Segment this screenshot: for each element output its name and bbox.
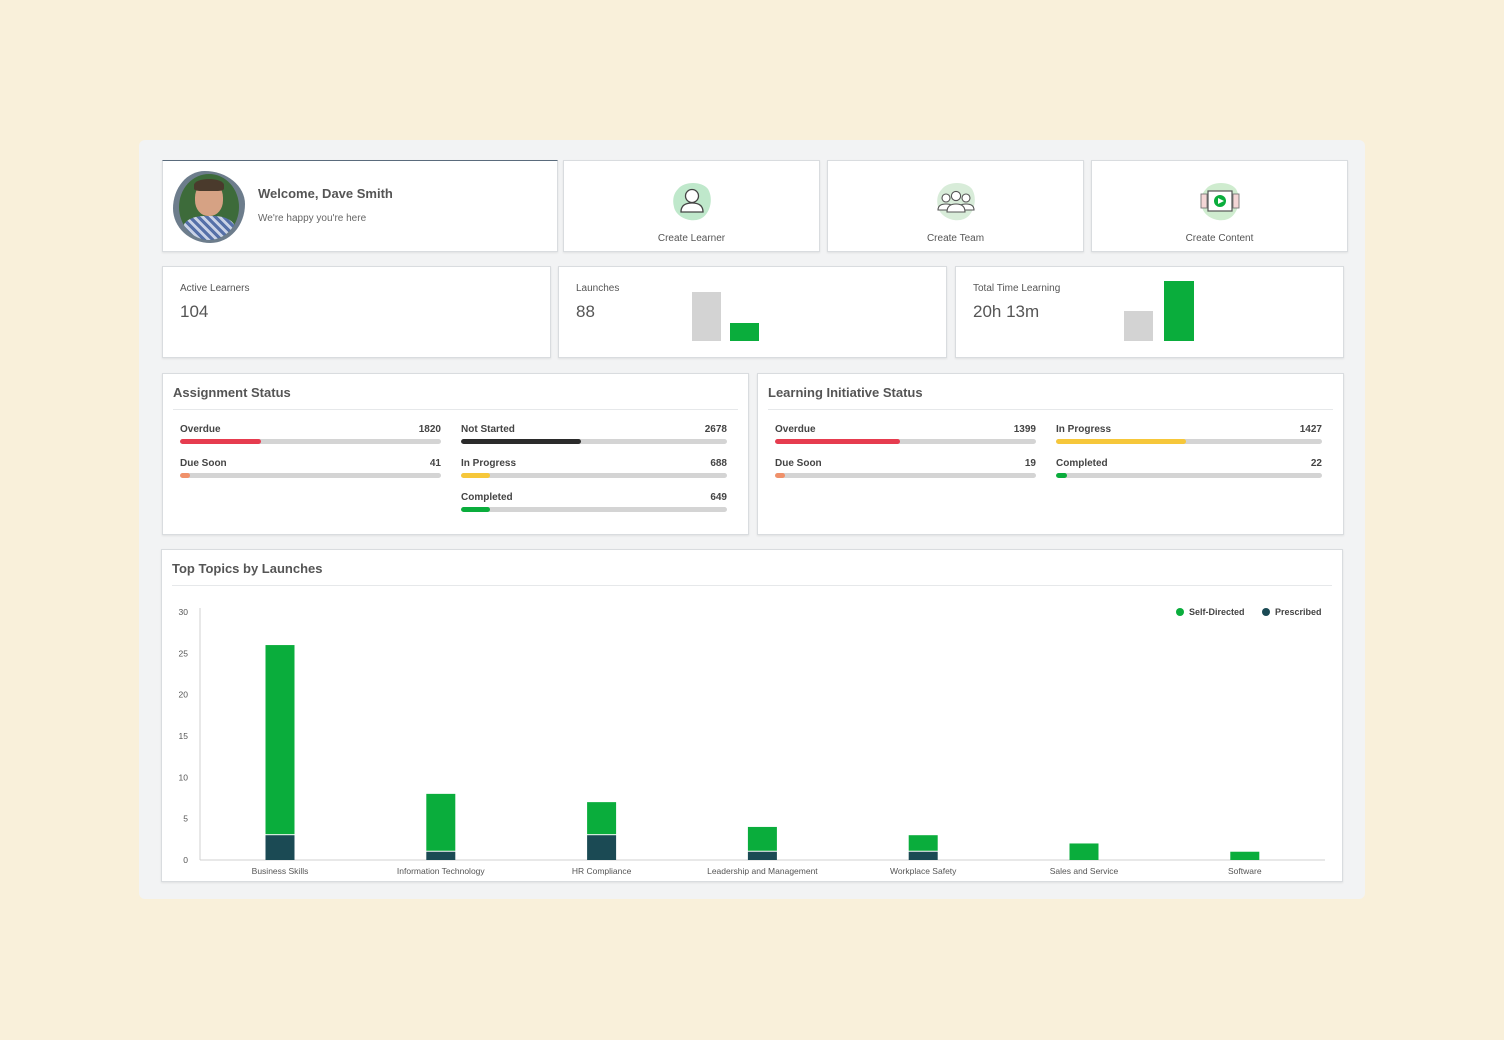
bar-self-directed (908, 835, 938, 851)
bar-self-directed (1069, 843, 1099, 860)
welcome-card: Welcome, Dave Smith We're happy you're h… (162, 160, 558, 252)
launches-card: Launches 88 (558, 266, 947, 358)
x-tick-label: Workplace Safety (890, 866, 957, 876)
progress-fill (461, 473, 491, 478)
bar-self-directed (426, 793, 456, 851)
progress-bar (1056, 473, 1322, 478)
total-time-card: Total Time Learning 20h 13m (955, 266, 1344, 358)
x-tick-label: HR Compliance (572, 866, 632, 876)
assignment-in-progress: In Progress 688 (461, 458, 727, 482)
progress-fill (180, 439, 261, 444)
progress-bar (775, 439, 1036, 444)
initiative-status-card: Learning Initiative Status Overdue 1399 … (757, 373, 1344, 535)
create-team-button[interactable]: Create Team (827, 160, 1084, 252)
progress-bar (1056, 439, 1322, 444)
initiative-due-soon: Due Soon 19 (775, 458, 1036, 482)
bar-prescribed (908, 851, 938, 860)
launches-label: Launches (576, 283, 620, 294)
y-tick-label: 20 (179, 690, 189, 700)
progress-fill (461, 439, 581, 444)
y-tick-label: 30 (179, 607, 189, 617)
top-topics-card: Top Topics by Launches Self-Directed Pre… (161, 549, 1343, 882)
y-tick-label: 15 (179, 731, 189, 741)
team-icon (937, 183, 975, 221)
bar-self-directed (747, 826, 777, 851)
progress-bar (461, 473, 727, 478)
assignment-status-card: Assignment Status Overdue 1820 Due Soon … (162, 373, 749, 535)
total-time-value: 20h 13m (973, 302, 1040, 321)
progress-bar (775, 473, 1036, 478)
legend-self-directed: Self-Directed (1176, 607, 1245, 617)
bar-self-directed (587, 802, 617, 835)
content-icon (1200, 183, 1240, 221)
initiative-in-progress: In Progress 1427 (1056, 424, 1322, 448)
assignment-status-title: Assignment Status (173, 385, 291, 400)
progress-bar (461, 439, 727, 444)
legend-prescribed: Prescribed (1262, 607, 1322, 617)
dashboard-panel: Welcome, Dave Smith We're happy you're h… (139, 140, 1365, 899)
top-topics-chart: 0 5 10 15 20 25 30 Business Skills Information T… (179, 607, 1325, 876)
x-tick-label: Information Technology (397, 866, 485, 876)
active-learners-card: Active Learners 104 (162, 266, 551, 358)
x-tick-label: Business Skills (252, 866, 309, 876)
bar-self-directed (265, 645, 295, 835)
progress-fill (1056, 439, 1187, 444)
y-tick-label: 10 (179, 772, 189, 782)
x-tick-label: Software (1228, 866, 1262, 876)
launches-current-bar (730, 323, 759, 341)
welcome-title: Welcome, Dave Smith (258, 186, 393, 201)
initiative-completed: Completed 22 (1056, 458, 1322, 482)
y-tick-label: 5 (183, 814, 188, 824)
time-previous-bar (1124, 311, 1153, 341)
progress-fill (461, 507, 491, 512)
launches-value: 88 (576, 302, 595, 321)
total-time-label: Total Time Learning (973, 283, 1061, 294)
x-tick-label: Sales and Service (1050, 866, 1119, 876)
create-content-button[interactable]: Create Content (1091, 160, 1348, 252)
avatar (173, 171, 245, 243)
initiative-overdue: Overdue 1399 (775, 424, 1036, 448)
create-learner-button[interactable]: Create Learner (563, 160, 820, 252)
bar-prescribed (747, 851, 777, 860)
assignment-due-soon: Due Soon 41 (180, 458, 441, 482)
assignment-overdue: Overdue 1820 (180, 424, 441, 448)
launches-previous-bar (692, 292, 721, 341)
bar-prescribed (265, 835, 295, 860)
initiative-status-title: Learning Initiative Status (768, 385, 923, 400)
active-learners-value: 104 (180, 302, 209, 321)
chart-title: Top Topics by Launches (172, 561, 323, 576)
progress-fill (775, 439, 901, 444)
progress-fill (180, 473, 191, 478)
create-learner-label: Create Learner (657, 233, 726, 244)
progress-fill (775, 473, 786, 478)
assignment-completed: Completed 649 (461, 492, 727, 516)
progress-bar (180, 439, 441, 444)
bar-prescribed (426, 851, 456, 860)
welcome-subtitle: We're happy you're here (258, 213, 367, 224)
y-tick-label: 0 (183, 855, 188, 865)
create-team-label: Create Team (926, 233, 985, 244)
bar-self-directed (1230, 851, 1260, 860)
progress-fill (1056, 473, 1067, 478)
bar-prescribed (587, 835, 617, 860)
assignment-not-started: Not Started 2678 (461, 424, 727, 448)
learner-icon (673, 183, 711, 221)
progress-bar (461, 507, 727, 512)
x-tick-label: Leadership and Management (707, 866, 818, 876)
active-learners-label: Active Learners (180, 283, 250, 294)
progress-bar (180, 473, 441, 478)
create-content-label: Create Content (1185, 233, 1254, 244)
time-current-bar (1164, 281, 1194, 341)
y-tick-label: 25 (179, 648, 189, 658)
